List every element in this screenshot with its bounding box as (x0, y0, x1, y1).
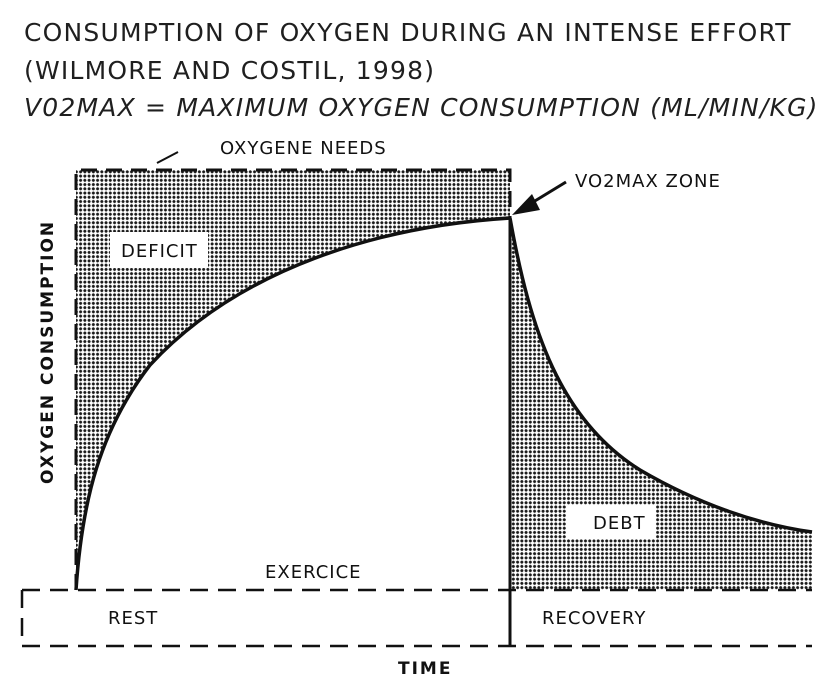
debt-label: DEBT (593, 513, 646, 534)
deficit-label-bg (110, 232, 208, 268)
consumption-curve-exercise (74, 216, 511, 591)
title-line-1: CONSUMPTION OF OXYGEN DURING AN INTENSE … (24, 18, 792, 47)
debt-area (510, 218, 812, 590)
y-axis-label: OXYGEN CONSUMPTION (38, 220, 58, 484)
oxygen-needs-dashed-line (74, 168, 512, 590)
recovery-label: RECOVERY (542, 608, 646, 629)
consumption-curve-recovery (508, 217, 813, 534)
needs-tick-mark (156, 151, 179, 164)
subtitle: V02MAX = MAXIMUM OXYGEN CONSUMPTION (ML/… (24, 93, 819, 122)
oxygene-needs-label: OXYGENE NEEDS (220, 138, 387, 159)
title-line-2: (WILMORE AND COSTIL, 1998) (24, 56, 436, 85)
deficit-area (76, 170, 510, 590)
deficit-label: DEFICIT (121, 241, 198, 262)
rest-level-dashed-box (20, 588, 812, 648)
vo2max-zone-label: VO2MAX ZONE (575, 171, 721, 192)
debt-label-bg (566, 505, 656, 539)
x-axis-label: TIME (398, 659, 452, 679)
rest-label: REST (108, 608, 158, 629)
exercice-label: EXERCICE (265, 562, 362, 583)
vo2max-arrowhead (512, 194, 540, 215)
